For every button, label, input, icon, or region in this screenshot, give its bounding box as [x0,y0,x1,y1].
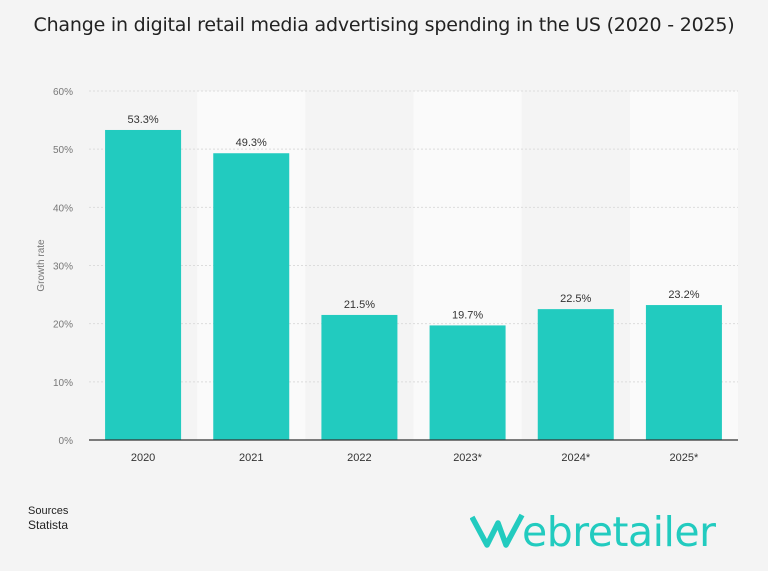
webretailer-logo: ebretailer [470,508,717,556]
bar [645,305,722,440]
data-label: 49.3% [236,137,267,149]
bar [537,309,614,440]
y-tick-label: 40% [53,203,73,214]
data-label: 19.7% [452,309,483,321]
y-tick-label: 0% [59,436,74,447]
bar [429,325,506,440]
data-label: 21.5% [344,299,375,311]
x-tick-label: 2023* [453,452,482,464]
data-label: 53.3% [127,114,158,126]
source-name: Statista [28,518,69,532]
data-label: 22.5% [560,293,591,305]
y-axis-label: Growth rate [36,239,47,292]
x-tick-label: 2020 [131,452,155,464]
y-tick-label: 30% [53,262,73,273]
x-tick-label: 2022 [347,452,371,464]
bar-chart: 0% 10% 20% 30% 40% 50% 60% Growth rate 53.3% 2020… [36,87,738,464]
x-tick-label: 2025* [670,452,699,464]
y-tick-label: 50% [53,145,73,156]
x-tick-label: 2021 [239,452,263,464]
y-tick-label: 10% [53,378,73,389]
x-tick-label: 2024* [561,452,590,464]
sources-label: Sources [28,505,69,517]
y-tick-label: 60% [53,87,73,98]
bar [321,314,398,440]
data-label: 23.2% [668,289,699,301]
y-tick-label: 20% [53,320,73,331]
bar [105,129,182,440]
svg-text:ebretailer: ebretailer [522,508,716,556]
chart-title: Change in digital retail media advertisi… [33,14,735,36]
bar [213,153,290,440]
